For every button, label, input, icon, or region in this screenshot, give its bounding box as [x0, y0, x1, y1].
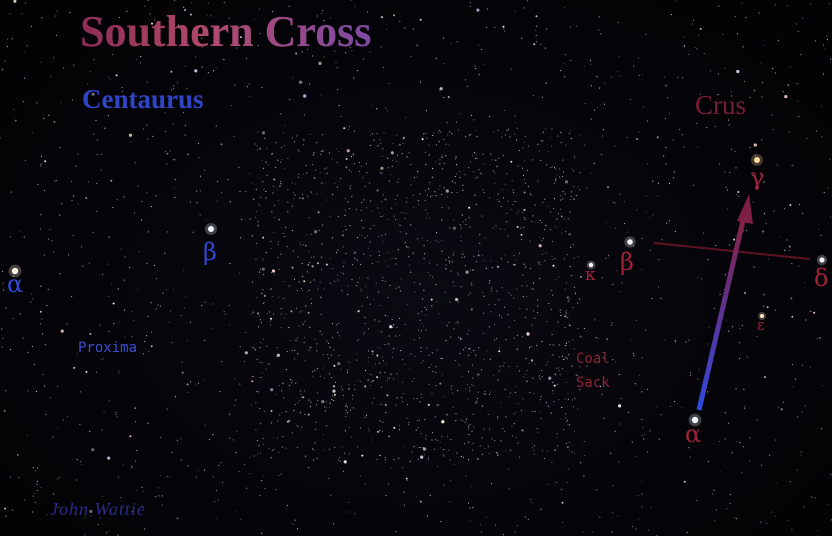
- crus-label: Crus: [695, 90, 747, 120]
- crus-gamma-label: γ: [750, 163, 765, 191]
- proxima-label: Proxima: [78, 340, 138, 356]
- crus-beta-star: [627, 239, 633, 245]
- cross-bar-line: [653, 242, 811, 260]
- named-stars: [8, 154, 828, 427]
- crus-epsilon-star: [760, 314, 764, 318]
- page-title: Southern Cross: [80, 7, 372, 56]
- coal-sack-label-line1: Coal: [576, 351, 610, 367]
- photo-credit: John Wattie: [50, 499, 146, 519]
- centaurus-beta-label: β: [203, 238, 217, 266]
- centaurus-alpha-star: [11, 267, 19, 275]
- centaurus-label: Centaurus: [82, 84, 204, 114]
- crus-alpha-label: α: [685, 420, 702, 448]
- crus-kappa-star: [588, 262, 594, 268]
- cross-pointer-arrow: [696, 211, 748, 411]
- crus-kappa-label: κ: [585, 265, 596, 285]
- crus-beta-label: β: [620, 248, 634, 276]
- crus-gamma-star: [754, 157, 760, 163]
- crus-alpha-star: [691, 416, 699, 424]
- crus-delta-star: [819, 257, 825, 263]
- crus-delta-label: δ: [814, 264, 829, 292]
- crus-epsilon-label: ε: [757, 316, 765, 334]
- centaurus-beta-star: [208, 226, 214, 232]
- centaurus-alpha-label: α: [7, 270, 24, 298]
- coal-sack-label-line2: Sack: [576, 375, 610, 391]
- arrow-head: [737, 194, 753, 224]
